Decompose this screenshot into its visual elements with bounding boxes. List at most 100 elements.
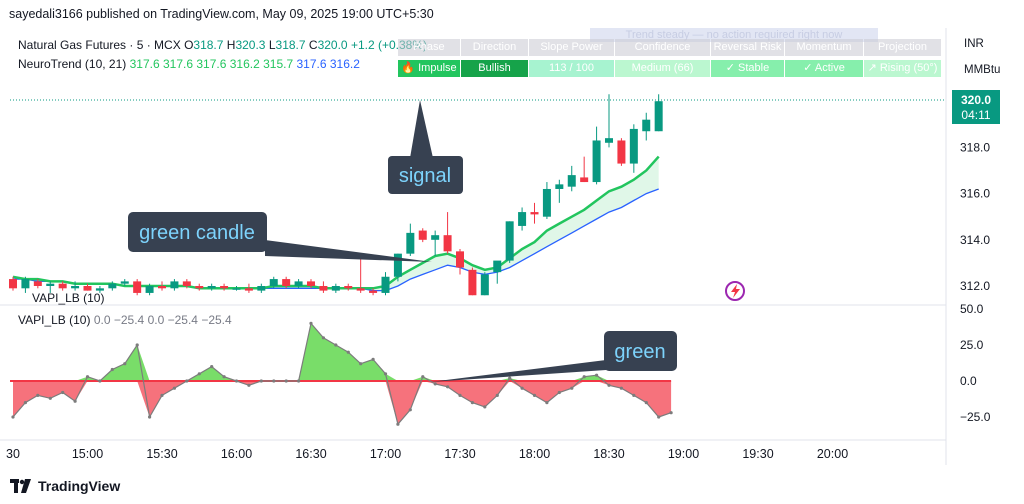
oscillator-point xyxy=(185,379,189,383)
candle-body xyxy=(71,286,80,289)
panel-header: Slope Power xyxy=(529,39,614,56)
candle-body xyxy=(46,283,55,286)
time-tick-label: 20:00 xyxy=(817,447,848,461)
time-tick-label: 17:30 xyxy=(444,447,475,461)
oscillator-point xyxy=(73,399,77,403)
symbol-name[interactable]: Natural Gas Futures · 5 · MCX xyxy=(18,38,181,52)
signal-callout: signal xyxy=(388,100,463,194)
oscillator-value: 0.0 xyxy=(147,313,165,327)
oscillator-point xyxy=(172,386,176,390)
oscillator-point xyxy=(408,408,412,412)
oscillator-point xyxy=(607,383,611,387)
price-axis[interactable]: 312.0 314.0 316.0 318.0 xyxy=(960,140,990,293)
oscillator-point xyxy=(334,343,338,347)
oscillator-point xyxy=(247,383,251,387)
oscillator-point xyxy=(371,357,375,361)
oscillator-point xyxy=(98,379,102,383)
indicator-value: 315.7 xyxy=(263,57,294,71)
candle-body xyxy=(195,286,204,289)
oscillator-pane xyxy=(10,321,673,426)
candle-body xyxy=(9,279,17,289)
oscillator-point xyxy=(582,375,586,379)
oscillator-point xyxy=(210,365,214,369)
oscillator-point xyxy=(85,375,90,379)
panel-value-direction: Bullish xyxy=(461,60,528,77)
candle-body xyxy=(456,251,464,268)
candle-body xyxy=(493,260,502,273)
candle-body xyxy=(381,276,390,293)
time-tick-label: 18:00 xyxy=(519,447,550,461)
oscillator-point xyxy=(259,379,263,383)
candle-body xyxy=(629,128,638,164)
candle-body xyxy=(642,119,651,132)
time-tick-label: 16:30 xyxy=(295,447,326,461)
tradingview-logo[interactable]: TradingView xyxy=(10,478,120,494)
oscillator-legend: VAPI_LB (10) 0.0 −25.4 0.0 −25.4 −25.4 xyxy=(18,313,232,327)
candle-body xyxy=(592,140,601,183)
oscillator-point xyxy=(483,405,487,409)
oscillator-value: −25.4 xyxy=(113,313,145,327)
high-value: 320.3 xyxy=(235,38,266,52)
candle-body xyxy=(542,188,551,217)
oscillator-point xyxy=(383,372,388,376)
candle-body xyxy=(21,279,30,289)
candle-body xyxy=(220,286,229,289)
price-tick-label: 316.0 xyxy=(960,187,990,201)
candle-body xyxy=(344,286,353,289)
high-label: H xyxy=(226,38,236,52)
price-tick-label: 314.0 xyxy=(960,233,990,247)
indicator-name[interactable]: NeuroTrend (10, 21) xyxy=(18,57,127,71)
candle-body xyxy=(530,212,539,215)
chart-legend: Natural Gas Futures · 5 · MCX O318.7 H32… xyxy=(18,36,427,74)
candle-body xyxy=(418,230,427,240)
time-tick-label: 19:30 xyxy=(742,447,773,461)
oscillator-point xyxy=(396,422,400,426)
oscillator-point xyxy=(346,350,350,354)
signal-pointer xyxy=(410,100,433,158)
candle-body xyxy=(617,140,626,164)
oscillator-title[interactable]: VAPI_LB (10) xyxy=(18,313,91,327)
time-tick-label: 16:00 xyxy=(221,447,252,461)
candle-body xyxy=(319,286,328,291)
green-candle-label: green candle xyxy=(139,222,255,244)
candle-body xyxy=(133,281,142,293)
candle-body xyxy=(95,288,104,291)
close-value: 320.0 xyxy=(317,38,348,52)
candle-body xyxy=(468,269,477,296)
candle-body xyxy=(58,283,67,289)
oscillator-point xyxy=(495,393,499,397)
indicator-legend-row: NeuroTrend (10, 21) 317.6 317.6 317.6 31… xyxy=(18,55,427,74)
candle-body xyxy=(182,281,191,286)
oscillator-point xyxy=(160,393,164,397)
oscillator-value: −25.4 xyxy=(201,313,232,327)
candle-body xyxy=(443,235,452,252)
oscillator-name[interactable]: VAPI_LB (10) xyxy=(32,291,104,305)
oscillator-point xyxy=(520,386,524,390)
candlestick-series xyxy=(9,94,663,296)
panel-header: Confidence xyxy=(615,39,710,56)
indicator-value-last: 316.2 xyxy=(329,57,360,71)
time-axis[interactable]: 30 15:00 15:30 16:00 16:30 17:00 17:30 18:00 18:… xyxy=(6,447,848,461)
oscillator-point xyxy=(11,415,15,419)
panel-header: Direction xyxy=(461,39,528,56)
panel-value-projection: ↗ Rising (50°) xyxy=(864,60,941,77)
indicator-value: 316.2 xyxy=(229,57,260,71)
oscillator-positive-area xyxy=(13,323,672,381)
neurotrend-fast-line xyxy=(12,155,660,290)
oscillator-point xyxy=(433,382,437,386)
green-candle-box xyxy=(128,212,267,252)
oscillator-axis[interactable]: −25.0 0.0 25.0 50.0 xyxy=(960,302,991,424)
time-tick-label: 19:00 xyxy=(668,447,699,461)
oscillator-point xyxy=(570,386,574,390)
currency-label[interactable]: INR xyxy=(964,38,984,50)
oscillator-point xyxy=(644,401,648,405)
oscillator-point xyxy=(421,375,425,379)
publisher-attribution: sayedali3166 published on TradingView.co… xyxy=(9,7,434,21)
candle-body xyxy=(555,184,564,189)
candle-body xyxy=(294,281,303,286)
panel-header: Phase xyxy=(398,39,460,56)
candle-body xyxy=(282,279,291,286)
alert-icon[interactable] xyxy=(725,281,745,301)
unit-label[interactable]: MMBtu xyxy=(964,64,1001,76)
